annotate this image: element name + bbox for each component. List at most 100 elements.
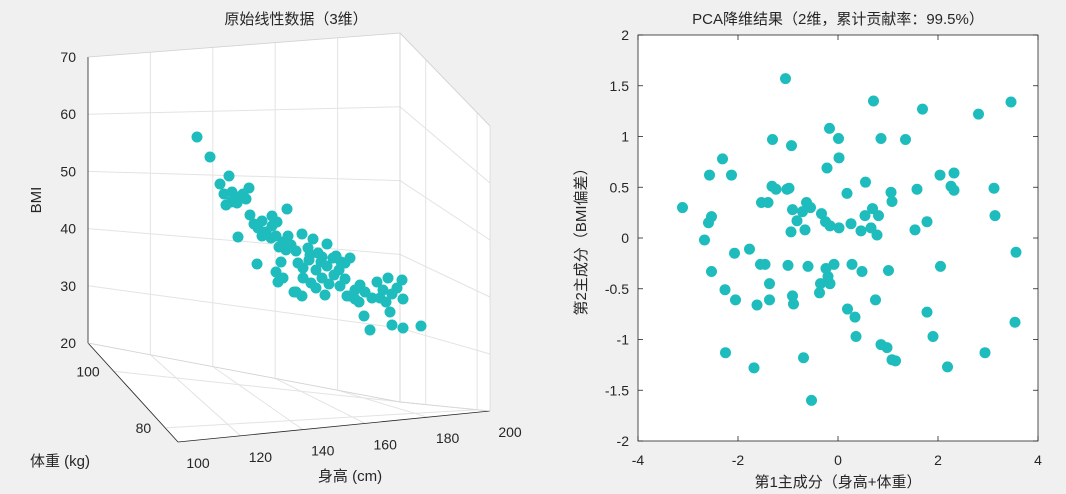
chart2d-point — [871, 229, 883, 241]
chart3d-point — [310, 264, 322, 276]
chart2d-point — [816, 208, 827, 220]
chart2d-ylabel: 第2主成分（BMI偏差） — [572, 160, 590, 315]
chart3d-tick-labels: 20 30 40 50 60 70 100 120 140 160 180 200 80 100 — [60, 49, 521, 471]
chart2d-point — [867, 203, 878, 215]
chart2d-plot-area — [637, 34, 1039, 442]
chart3d-point — [397, 322, 409, 334]
chart2d-point — [824, 220, 836, 232]
chart3d-point — [297, 262, 309, 274]
chart2d-point — [849, 311, 861, 323]
chart2d-point — [814, 287, 825, 299]
chart3d-zgrid-line — [87, 228, 401, 255]
chart2d-point — [719, 284, 731, 296]
chart3d-point — [371, 276, 383, 288]
chart2d-point — [677, 202, 688, 214]
chart2d-point — [833, 152, 845, 164]
chart2d-point — [934, 169, 946, 181]
chart3d-point — [328, 269, 340, 281]
chart3d-ytick-label: 100 — [76, 363, 100, 379]
chart3d-back-wall — [88, 33, 400, 402]
chart2d-point — [942, 361, 953, 373]
chart3d-point — [321, 260, 333, 272]
chart3d-xtick-label: 100 — [186, 455, 210, 471]
chart3d-point — [191, 131, 203, 143]
chart3d-edges — [87, 32, 491, 443]
chart2d-ytick-label: -2 — [617, 433, 630, 449]
chart3d-axis-line — [87, 342, 179, 443]
chart2d-point — [726, 169, 737, 181]
chart2d-point — [805, 202, 816, 214]
chart2d-point — [875, 133, 887, 145]
chart2d-point — [883, 264, 894, 276]
chart2d-ticks: -4 -2 0 2 4-2-1.5-1-0.500.511.52 — [605, 27, 1042, 468]
chart3d-point — [382, 272, 394, 284]
chart3d-point — [256, 230, 268, 242]
chart3d-point — [223, 170, 235, 182]
chart3d-zgrid-line — [399, 327, 491, 355]
chart3d-points — [191, 131, 427, 336]
chart3d-point — [275, 256, 287, 268]
chart2d-point — [704, 169, 715, 181]
chart2d-point — [729, 247, 740, 259]
chart3d-xgrid-line — [337, 389, 428, 418]
chart3d-point — [237, 188, 249, 200]
chart3d-point — [290, 245, 302, 257]
chart2d-point — [917, 103, 928, 115]
chart3d-point — [277, 272, 289, 284]
chart3d-zgrid-line — [87, 285, 401, 329]
chart2d-point — [828, 258, 840, 270]
chart3d-point — [225, 196, 237, 208]
chart3d-point — [296, 228, 308, 240]
chart2d-point — [699, 234, 710, 246]
chart2d-point — [764, 294, 775, 306]
chart3d-point — [251, 258, 263, 270]
chart2d-point — [845, 218, 857, 230]
chart2d-point — [770, 183, 782, 195]
chart2d-point — [787, 290, 798, 302]
chart2d-point — [979, 347, 991, 359]
chart3d-ygrid-line — [113, 370, 426, 406]
chart3d-point — [204, 151, 216, 163]
chart3d-point — [384, 306, 396, 318]
chart2d-point — [798, 352, 809, 364]
chart2d-point — [821, 162, 833, 174]
chart3d-side-wall — [400, 33, 490, 411]
chart2d-ytick-label: 1.5 — [610, 78, 630, 94]
chart2d-point — [989, 210, 1001, 222]
chart3d-box-edge — [399, 401, 491, 412]
chart2d-point — [720, 347, 731, 359]
chart2d-point — [870, 294, 881, 306]
chart3d-zgrid-line — [399, 253, 491, 298]
chart3d-point — [364, 324, 376, 336]
chart3d-axis-line — [177, 410, 491, 443]
chart3d-ylabel: 体重 (kg) — [30, 453, 90, 470]
chart3d-point — [339, 273, 351, 285]
chart3d-ytick-label: 80 — [136, 420, 152, 436]
chart3d-point — [296, 290, 308, 302]
chart2d-point — [927, 330, 939, 342]
chart2d-point — [706, 265, 717, 277]
chart3d-box-edge — [399, 32, 491, 127]
chart3d-zgrid-line — [399, 180, 491, 241]
chart3d-point — [358, 310, 370, 322]
chart3d-point — [297, 272, 309, 284]
chart2d-point — [782, 259, 794, 271]
chart2d-point — [860, 176, 871, 188]
chart3d-point — [266, 220, 278, 232]
chart3d-zlabel: BMI — [28, 187, 45, 214]
chart3d-floor — [88, 343, 490, 442]
chart2d-point — [948, 167, 960, 179]
chart3d-point — [396, 274, 408, 286]
chart2d-point — [935, 260, 946, 272]
chart2d-xtick-label: -4 — [632, 452, 645, 468]
chart2d-ytick-label: -1.5 — [605, 382, 629, 398]
chart3d-point — [366, 292, 378, 304]
chart3d-ztick-label: 50 — [60, 163, 76, 179]
chart2d-point — [824, 122, 835, 134]
chart2d-point — [1009, 316, 1021, 328]
chart2d-point — [859, 210, 871, 222]
chart2d-point — [842, 303, 853, 315]
chart2d-point — [833, 222, 845, 234]
chart2d-point — [717, 153, 728, 165]
